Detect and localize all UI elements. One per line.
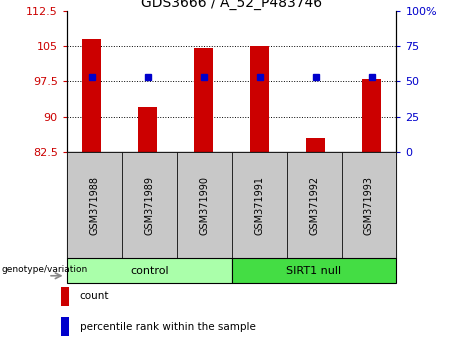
Bar bbox=[122, 152, 177, 258]
Bar bbox=[342, 152, 396, 258]
Bar bbox=[61, 317, 70, 336]
Text: percentile rank within the sample: percentile rank within the sample bbox=[80, 322, 255, 332]
Text: control: control bbox=[130, 266, 169, 276]
Text: GSM371988: GSM371988 bbox=[89, 176, 99, 235]
Title: GDS3666 / A_52_P483746: GDS3666 / A_52_P483746 bbox=[141, 0, 322, 10]
Bar bbox=[67, 152, 122, 258]
Text: GSM371989: GSM371989 bbox=[144, 176, 154, 235]
Bar bbox=[177, 152, 231, 258]
Bar bbox=[138, 107, 158, 152]
Bar bbox=[231, 258, 396, 283]
Text: GSM371990: GSM371990 bbox=[199, 176, 209, 235]
Bar bbox=[231, 152, 287, 258]
Text: genotype/variation: genotype/variation bbox=[1, 266, 88, 274]
Text: count: count bbox=[80, 291, 109, 301]
Text: GSM371991: GSM371991 bbox=[254, 176, 264, 235]
Bar bbox=[250, 46, 270, 152]
Text: GSM371992: GSM371992 bbox=[309, 176, 319, 235]
Bar bbox=[362, 79, 381, 152]
Bar bbox=[67, 258, 231, 283]
Text: GSM371993: GSM371993 bbox=[364, 176, 374, 235]
Bar bbox=[194, 48, 213, 152]
Bar bbox=[287, 152, 342, 258]
Bar bbox=[306, 138, 325, 152]
Bar bbox=[82, 39, 101, 152]
Bar bbox=[61, 287, 70, 306]
Text: SIRT1 null: SIRT1 null bbox=[286, 266, 342, 276]
